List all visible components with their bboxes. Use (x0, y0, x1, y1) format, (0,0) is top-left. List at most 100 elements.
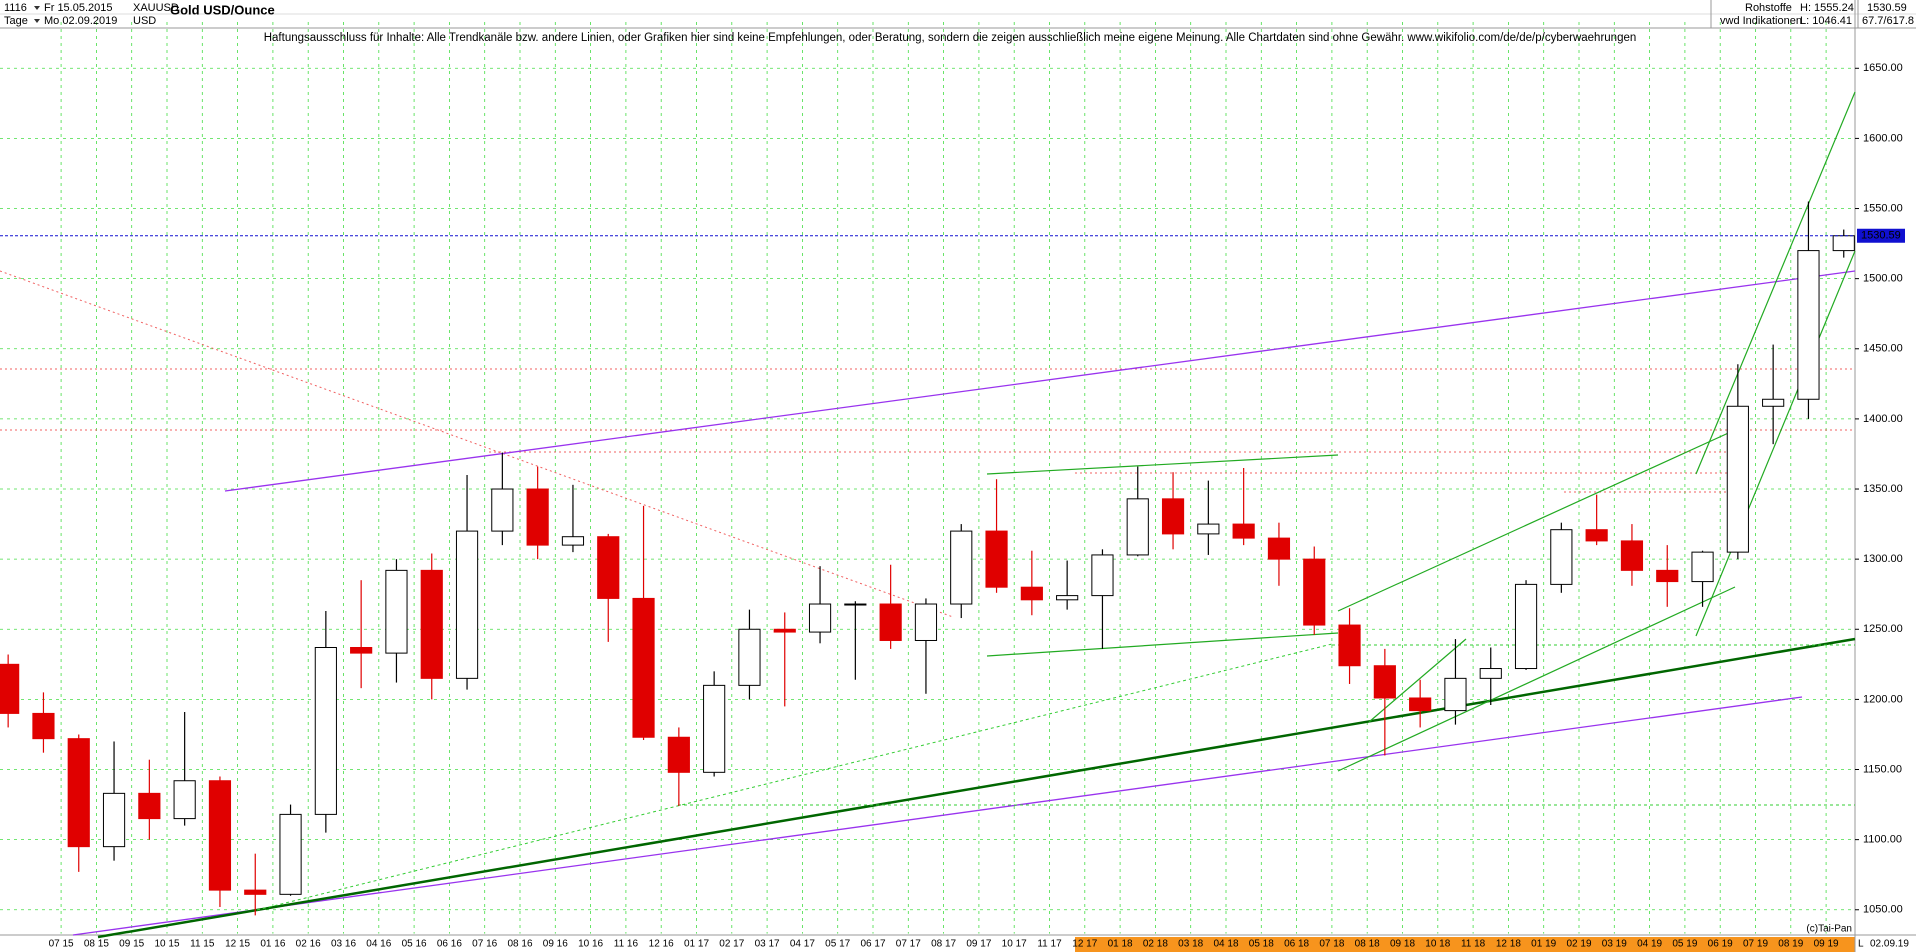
candle-body (1267, 537, 1291, 560)
channel-line (986, 632, 1339, 657)
candle-body (1691, 551, 1714, 583)
x-tick-label: 01 19 (1531, 939, 1556, 950)
quote: 1530.59 (1867, 2, 1907, 14)
candle-body (385, 569, 408, 654)
candle-body (455, 530, 479, 679)
y-tick-label: 1100.00 (1863, 834, 1902, 846)
candle-body (1409, 697, 1432, 712)
channel-line (1337, 586, 1736, 772)
candle-body (32, 712, 55, 740)
y-tick-label: 1200.00 (1863, 693, 1903, 705)
x-tick-label: 11 18 (1461, 939, 1486, 950)
x-tick-label: 09 19 (1814, 939, 1839, 950)
candle-body (1620, 540, 1644, 571)
dropdown-icon[interactable] (34, 19, 40, 23)
candle-body (1020, 586, 1043, 601)
dropdown-icon[interactable] (34, 6, 40, 10)
candle-body (1444, 677, 1467, 712)
last-date: 02.09.19 (1870, 939, 1909, 950)
x-tick-label: 07 19 (1743, 939, 1768, 950)
x-tick-label: 06 18 (1284, 939, 1309, 950)
x-tick-label: 08 18 (1355, 939, 1380, 950)
x-tick-label: 12 15 (225, 939, 250, 950)
y-tick-label: 1550.00 (1863, 202, 1903, 214)
x-tick-label: 02 19 (1566, 939, 1591, 950)
candle-body (1303, 558, 1326, 626)
x-tick-label: 09 16 (543, 939, 568, 950)
candle-body (703, 684, 726, 773)
y-tick-label: 1400.00 (1863, 413, 1903, 425)
candle-body (0, 663, 20, 714)
candle-body (138, 792, 161, 820)
candle-body (491, 488, 514, 532)
candle-body (1373, 665, 1396, 699)
period: Tage (4, 15, 28, 27)
candle-body (1797, 250, 1820, 400)
candle-body (244, 889, 267, 895)
candle-body (314, 646, 337, 815)
trend-line (97, 637, 1856, 939)
x-tick-label: 11 15 (190, 939, 215, 950)
y-tick-label: 1500.00 (1863, 273, 1903, 285)
candle-body (844, 603, 867, 606)
y-tick-label: 1450.00 (1863, 343, 1903, 355)
candle-body (67, 738, 90, 848)
x-tick-label: 11 17 (1037, 939, 1062, 950)
x-tick-label: 09 17 (966, 939, 991, 950)
x-tick-label: 10 18 (1425, 939, 1450, 950)
x-tick-label: 08 19 (1778, 939, 1803, 950)
symbol: XAUUSD (133, 2, 179, 14)
candle-body (632, 597, 655, 738)
x-tick-label: 01 17 (684, 939, 709, 950)
candle-body (1056, 595, 1079, 601)
candle-body (1832, 235, 1855, 252)
x-tick-label: 08 16 (507, 939, 532, 950)
trend-line (0, 270, 954, 618)
trend-line (256, 643, 1333, 911)
candle-body (1479, 668, 1502, 679)
candle-body (102, 792, 126, 848)
currency: USD (133, 15, 156, 27)
y-tick-label: 1050.00 (1863, 904, 1903, 916)
start-date: Fr 15.05.2015 (44, 2, 113, 14)
copyright: (c)Tai-Pan (1806, 924, 1852, 935)
candle-body (597, 536, 620, 599)
chart-title: Gold USD/Ounce (170, 2, 275, 17)
x-tick-label: 05 16 (402, 939, 427, 950)
disclaimer: Haftungsausschluss für Inhalte: Alle Tre… (264, 32, 1637, 44)
x-tick-label: 06 19 (1708, 939, 1733, 950)
y-tick-label: 1600.00 (1863, 132, 1903, 144)
flag: L (1858, 939, 1864, 950)
x-tick-label: 04 17 (790, 939, 815, 950)
candle-body (1161, 498, 1185, 535)
quote-extra: 67.7/617.8 (1862, 15, 1914, 27)
channel-line (1337, 429, 1736, 612)
x-tick-label: 03 16 (331, 939, 356, 950)
channel-line (986, 454, 1339, 475)
channel-line (72, 696, 1803, 936)
channel-line (1695, 91, 1856, 475)
x-tick-label: 10 17 (1002, 939, 1027, 950)
candle-body (1550, 529, 1573, 585)
period-highlight (1075, 937, 1855, 952)
y-tick-label: 1250.00 (1863, 623, 1903, 635)
x-tick-label: 04 18 (1213, 939, 1238, 950)
labels: 1116 Fr 15.05.2015 XAUUSD Gold USD/Ounce… (4, 2, 1914, 950)
x-tick-label: 06 16 (437, 939, 462, 950)
period-high: H: 1555.24 (1800, 2, 1854, 14)
x-tick-label: 05 19 (1672, 939, 1697, 950)
candle-body (1762, 398, 1785, 407)
candle-body (1232, 523, 1255, 539)
x-tick-label: 07 18 (1319, 939, 1344, 950)
x-tick-label: 05 17 (825, 939, 850, 950)
candle-body (950, 530, 973, 605)
candle-body (914, 603, 938, 641)
candle-body (773, 628, 796, 633)
candle-body (173, 780, 196, 820)
x-tick-label: 02 17 (719, 939, 744, 950)
x-tick-label: 12 18 (1496, 939, 1521, 950)
x-tick-label: 01 18 (1108, 939, 1133, 950)
period-low: L: 1046.41 (1800, 15, 1852, 27)
